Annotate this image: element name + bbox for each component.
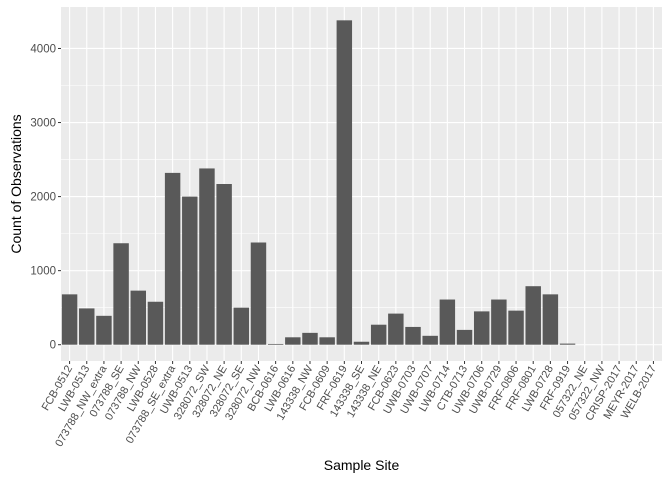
bar-LWB-0728 [543, 294, 558, 344]
bar-UWB-0707 [422, 336, 437, 345]
bar-FRF-0919 [560, 344, 575, 345]
bar-UWB-0729 [491, 300, 506, 345]
bar-143338_SE [354, 342, 369, 345]
y-tick-label: 1000 [30, 266, 56, 278]
x-axis-title: Sample Site [324, 457, 400, 473]
bar-073788_NW [131, 291, 146, 345]
bar-UWB-0513 [182, 197, 197, 345]
bar-FRF-0806 [508, 311, 523, 345]
bar-LWB-0616 [285, 337, 300, 344]
bar-143338_NE [371, 325, 386, 345]
x-axis: FCB-0512LWB-0513073788_NW_extra073788_SE… [40, 361, 659, 449]
bar-FCB-0623 [388, 314, 403, 345]
y-tick-label: 0 [50, 340, 56, 352]
bar-UWB-0706 [474, 311, 489, 344]
bar-073788_SE [113, 243, 128, 344]
bar-073788_NW_extra [96, 316, 111, 345]
y-tick-label: 3000 [30, 118, 56, 130]
bar-UWB-0703 [405, 327, 420, 345]
bar-143338_NW [302, 333, 317, 345]
bar-BCB-0616 [268, 344, 283, 345]
y-axis-title: Count of Observations [8, 114, 24, 253]
bar-FCB-0609 [319, 337, 334, 344]
y-tick-label: 2000 [30, 192, 56, 204]
bar-LWB-0714 [440, 300, 455, 345]
bar-328072_NE [216, 184, 231, 345]
bar-FRF-0619 [337, 20, 352, 344]
bar-328072_SW [199, 168, 214, 344]
bar-FCB-0512 [62, 294, 77, 344]
bar-328072_SE [234, 308, 249, 345]
bar-073788_SE_extra [165, 173, 180, 345]
bar-FRF-0801 [525, 286, 540, 345]
bar-LWB-0513 [79, 308, 94, 344]
bar-LWB-0528 [148, 302, 163, 345]
bar-328072_NW [251, 243, 266, 345]
bar-CTB-0713 [457, 330, 472, 345]
y-axis: 0 1000 2000 3000 4000 [30, 43, 61, 351]
y-tick-label: 4000 [30, 43, 56, 55]
